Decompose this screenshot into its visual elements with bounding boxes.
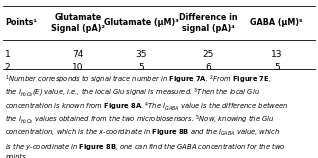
Text: the $I_{H_2O_2}$(E) value, i.e., the local Glu signal is measured. $^3$Then the : the $I_{H_2O_2}$(E) value, i.e., the loc… <box>5 87 260 100</box>
Text: concentration, which is the x-coordinate in $\bf{Figure\ 8B}$ and the $I_{GABA}$: concentration, which is the x-coordinate… <box>5 127 280 138</box>
Text: 5: 5 <box>139 64 144 72</box>
Text: 25: 25 <box>203 50 214 59</box>
Text: 74: 74 <box>72 50 84 59</box>
Text: Glutamate
Signal (pA)²: Glutamate Signal (pA)² <box>51 13 105 33</box>
Text: is the y-coordinate in $\bf{Figure\ 8B}$, one can find the GABA concentration fo: is the y-coordinate in $\bf{Figure\ 8B}$… <box>5 141 285 152</box>
Text: 2: 2 <box>5 64 10 72</box>
Text: GABA (μM)⁵: GABA (μM)⁵ <box>250 18 303 27</box>
Text: concentration is known from $\bf{Figure\ 8A}$. $^4$The $I_{GABA}$ value is the d: concentration is known from $\bf{Figure\… <box>5 100 288 113</box>
Text: 6: 6 <box>205 64 211 72</box>
Text: 1: 1 <box>5 50 10 59</box>
Text: 13: 13 <box>271 50 282 59</box>
Text: 35: 35 <box>136 50 147 59</box>
Text: points.: points. <box>5 154 28 158</box>
Text: 10: 10 <box>72 64 84 72</box>
Text: Points¹: Points¹ <box>5 18 37 27</box>
Text: 5: 5 <box>274 64 280 72</box>
Text: Difference in
signal (pA)⁴: Difference in signal (pA)⁴ <box>179 13 238 33</box>
Text: Glutamate (μM)³: Glutamate (μM)³ <box>104 18 179 27</box>
Text: $^1$Number corresponds to signal trace number in $\bf{Figure\ 7A}$. $^2$From $\b: $^1$Number corresponds to signal trace n… <box>5 73 271 86</box>
Text: the $I_{H_2O_2}$ values obtained from the two microbiosensors. $^5$Now, knowing : the $I_{H_2O_2}$ values obtained from th… <box>5 114 274 127</box>
